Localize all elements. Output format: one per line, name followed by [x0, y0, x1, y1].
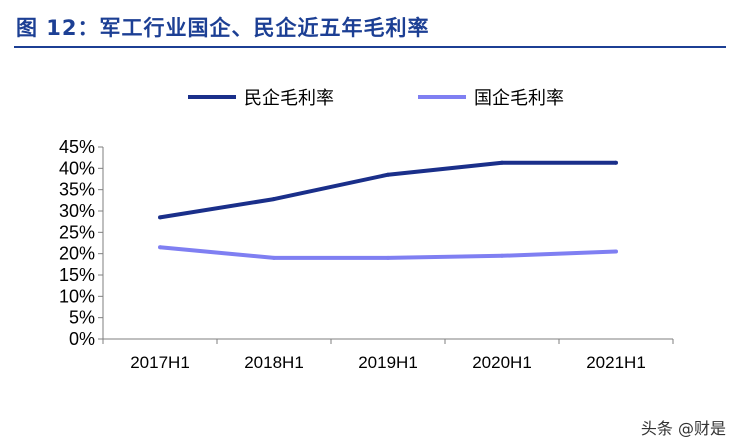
data-point: [500, 160, 504, 165]
series-line-0: [159, 160, 616, 220]
data-point: [158, 245, 162, 250]
y-tick-label: 40%: [59, 158, 95, 178]
y-tick-label: 45%: [59, 137, 95, 157]
x-tick-label: 2020H1: [472, 353, 532, 372]
figure-title: 图 12：军工行业国企、民企近五年毛利率: [16, 16, 430, 40]
watermark: 头条 @财是: [640, 419, 726, 438]
y-tick-label: 5%: [69, 308, 95, 328]
y-tick-label: 30%: [59, 201, 95, 221]
data-point: [272, 197, 276, 202]
x-tick-label: 2021H1: [586, 353, 646, 372]
data-point: [386, 172, 390, 177]
y-tick-label: 15%: [59, 265, 95, 285]
y-tick-label: 20%: [59, 244, 95, 264]
x-tick-label: 2019H1: [358, 353, 418, 372]
legend: 民企毛利率 国企毛利率: [188, 88, 564, 109]
legend-label: 国企毛利率: [474, 88, 564, 109]
y-tick-label: 0%: [69, 329, 95, 349]
title-divider: [14, 46, 726, 48]
legend-label: 民企毛利率: [244, 88, 334, 109]
y-tick-label: 35%: [59, 180, 95, 200]
y-tick-label: 25%: [59, 222, 95, 242]
data-point: [614, 160, 618, 165]
chart-series: [158, 160, 618, 260]
x-tick-label: 2018H1: [244, 353, 304, 372]
data-point: [272, 255, 276, 260]
data-point: [500, 253, 504, 258]
data-point: [614, 249, 618, 254]
chart-axes: 0%5%10%15%20%25%30%35%40%45% 2017H1 2018H1…: [59, 137, 674, 372]
x-tick-label: 2017H1: [130, 353, 190, 372]
y-tick-label: 10%: [59, 286, 95, 306]
data-point: [386, 255, 390, 260]
data-point: [158, 215, 162, 220]
